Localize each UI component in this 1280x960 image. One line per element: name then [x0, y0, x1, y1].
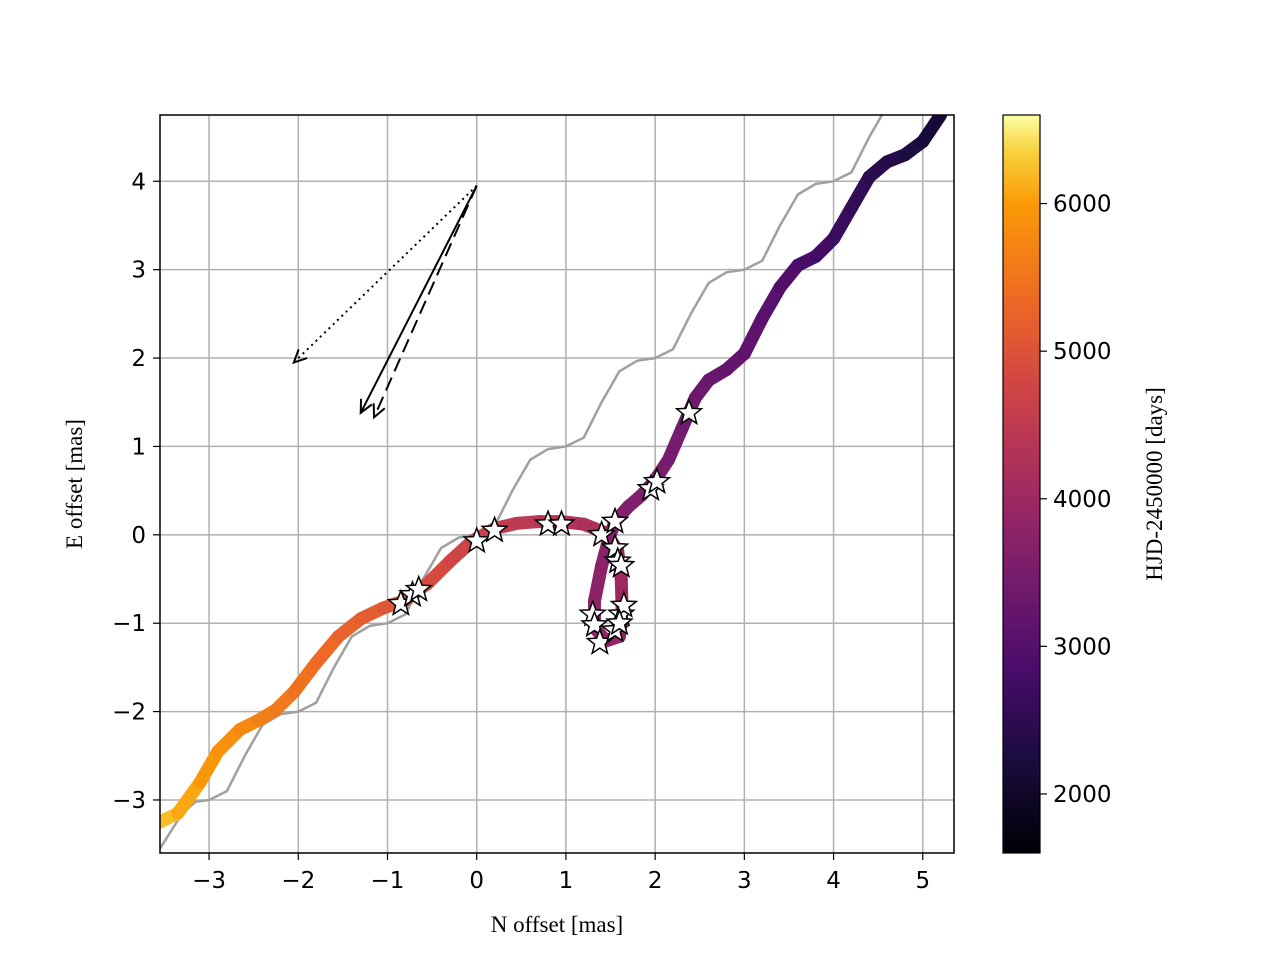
x-tick-label: 4 [826, 868, 841, 894]
observation-markers [386, 397, 704, 655]
observation-star-marker [404, 574, 434, 602]
colorbar-title: HJD-2450000 [days] [1142, 387, 1167, 581]
x-tick-label: 5 [915, 868, 930, 894]
colorbar-tick-label: 4000 [1053, 487, 1112, 513]
orbit-segment [737, 311, 769, 361]
model-line-group [160, 115, 884, 850]
observation-star-marker [580, 609, 609, 638]
y-tick-label: 0 [131, 523, 146, 549]
observation-star-marker [605, 608, 634, 636]
y-tick-label: 3 [131, 258, 146, 284]
x-tick-label: 0 [469, 868, 484, 894]
arrow-dotted [293, 184, 478, 364]
observation-star-marker [674, 397, 704, 426]
orbit-line-group [160, 115, 948, 829]
x-tick-label: 2 [648, 868, 663, 894]
observation-star-marker [462, 525, 492, 554]
colorbar-tick-label: 3000 [1053, 634, 1112, 660]
x-tick-label: 3 [737, 868, 752, 894]
x-tick-label: −2 [281, 868, 315, 894]
observation-star-marker [609, 590, 639, 618]
y-axis-ticks: −3 −2 −1 0 1 2 3 4 [112, 169, 160, 814]
x-axis-title: N offset [mas] [491, 912, 623, 937]
arrow-solid [359, 185, 478, 414]
arrow-head [372, 403, 386, 420]
proper-motion-arrows [292, 184, 478, 420]
colorbar-tick-label: 5000 [1053, 339, 1112, 365]
observation-star-marker [606, 550, 636, 579]
orbit-segment [916, 115, 948, 149]
observation-star-marker [547, 509, 576, 537]
colorbar-tick-label: 2000 [1053, 782, 1112, 808]
x-tick-label: 1 [559, 868, 574, 894]
model-line [160, 115, 884, 850]
x-axis-ticks: −3 −2 −1 0 1 2 3 4 5 [192, 853, 930, 894]
y-tick-label: −3 [112, 788, 146, 814]
y-tick-label: 2 [131, 346, 146, 372]
y-tick-label: −1 [112, 611, 146, 637]
y-tick-label: −2 [112, 700, 146, 726]
observation-star-marker [600, 506, 630, 534]
plot-area [160, 115, 948, 850]
y-tick-label: 4 [131, 169, 146, 195]
observation-star-marker [642, 466, 672, 495]
colorbar-tick-label: 6000 [1053, 192, 1112, 218]
plot-frame [159, 114, 955, 854]
arrow-head [292, 348, 308, 365]
arrow-dashed [373, 185, 478, 418]
arrow-head [359, 398, 373, 415]
colorbar-ticks: 2000 3000 4000 5000 6000 [1040, 192, 1112, 808]
x-tick-label: −3 [192, 868, 226, 894]
observation-star-marker [587, 519, 617, 548]
colorbar [1002, 114, 1041, 854]
observation-star-marker [480, 515, 509, 543]
x-tick-label: −1 [371, 868, 405, 894]
y-axis-title: E offset [mas] [62, 419, 87, 549]
y-tick-label: 1 [131, 434, 146, 460]
